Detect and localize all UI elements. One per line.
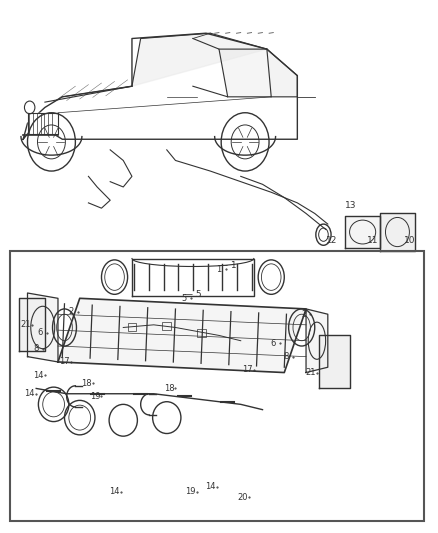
Text: — 5: — 5 bbox=[184, 290, 202, 298]
Text: 14: 14 bbox=[110, 487, 120, 496]
Text: 13: 13 bbox=[345, 201, 357, 210]
Text: 12: 12 bbox=[325, 236, 337, 245]
Text: 21: 21 bbox=[20, 320, 31, 329]
Bar bbox=[127, 322, 136, 331]
Polygon shape bbox=[219, 49, 271, 97]
Polygon shape bbox=[28, 293, 58, 362]
Text: 20: 20 bbox=[238, 492, 248, 502]
Polygon shape bbox=[319, 335, 350, 389]
Text: 17: 17 bbox=[242, 366, 253, 374]
Polygon shape bbox=[380, 214, 415, 251]
Text: 19: 19 bbox=[90, 392, 100, 401]
Polygon shape bbox=[267, 49, 297, 97]
Bar bbox=[162, 321, 171, 330]
Text: 1: 1 bbox=[216, 265, 222, 273]
Text: 18: 18 bbox=[164, 384, 174, 393]
Text: 2: 2 bbox=[68, 307, 74, 316]
Text: 17: 17 bbox=[59, 358, 70, 367]
Polygon shape bbox=[306, 309, 328, 373]
Text: 8: 8 bbox=[284, 352, 289, 361]
Text: 18: 18 bbox=[81, 378, 92, 387]
Text: 6: 6 bbox=[271, 339, 276, 348]
Text: 8: 8 bbox=[34, 344, 39, 353]
Text: 11: 11 bbox=[367, 236, 378, 245]
Text: — 1: — 1 bbox=[219, 261, 237, 270]
Polygon shape bbox=[58, 298, 306, 373]
Text: 6: 6 bbox=[38, 328, 43, 337]
Polygon shape bbox=[345, 216, 380, 248]
Polygon shape bbox=[19, 298, 45, 351]
Polygon shape bbox=[28, 113, 58, 134]
Text: 21: 21 bbox=[305, 368, 316, 377]
Text: 19: 19 bbox=[185, 487, 196, 496]
Text: 14: 14 bbox=[33, 370, 44, 379]
Bar bbox=[10, 251, 424, 521]
Text: 5: 5 bbox=[182, 294, 187, 303]
Bar bbox=[197, 328, 206, 337]
Polygon shape bbox=[132, 33, 267, 86]
Text: 14: 14 bbox=[205, 482, 215, 491]
Text: 14: 14 bbox=[25, 389, 35, 398]
Text: 10: 10 bbox=[404, 236, 416, 245]
Text: 2: 2 bbox=[301, 310, 307, 319]
